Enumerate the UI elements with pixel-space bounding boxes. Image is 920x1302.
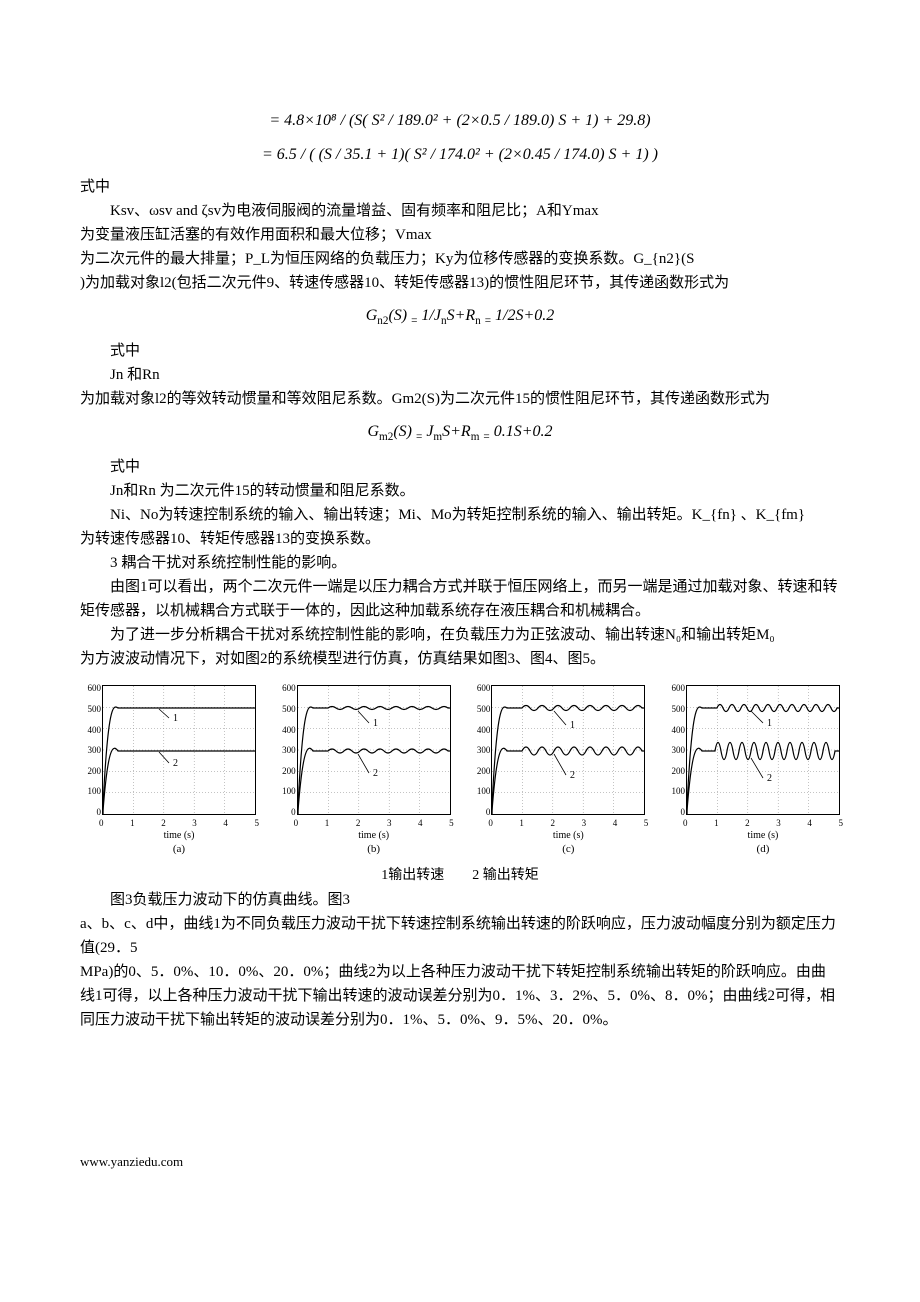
para-vmax1: 为变量液压缸活塞的有效作用面积和最大位移；Vmax bbox=[80, 223, 840, 247]
svg-text:2: 2 bbox=[173, 758, 178, 769]
svg-text:1: 1 bbox=[173, 713, 178, 724]
label-shizhong-2: 式中 bbox=[80, 339, 840, 363]
equation-1: = 4.8×10⁸ / (S( S² / 189.0² + (2×0.5 / 1… bbox=[80, 108, 840, 134]
svg-text:2: 2 bbox=[767, 773, 772, 784]
para-fig1: 由图1可以看出，两个二次元件一端是以压力耦合方式并联于恒压网络上，而另一端是通过… bbox=[80, 575, 840, 623]
svg-text:1: 1 bbox=[373, 718, 378, 729]
svg-text:1: 1 bbox=[767, 718, 772, 729]
para-sim1: 为了进一步分析耦合干扰对系统控制性能的影响，在负载压力为正弦波动、输出转速N₀和… bbox=[80, 623, 840, 647]
para-nino: Ni、No为转速控制系统的输入、输出转速；Mi、Mo为转矩控制系统的输入、输出转… bbox=[80, 503, 840, 527]
para-kfn: 为转速传感器10、转矩传感器13的变换系数。 bbox=[80, 527, 840, 551]
para-gn2desc: )为加载对象l2(包括二次元件9、转速传感器10、转矩传感器13)的惯性阻尼环节… bbox=[80, 271, 840, 295]
svg-text:2: 2 bbox=[373, 768, 378, 779]
para-ksv: Ksv、ωsv and ζsv为电液伺服阀的流量增益、固有频率和阻尼比；A和Ym… bbox=[80, 199, 840, 223]
para-jnrn2: Jn和Rn 为二次元件15的转动惯量和阻尼系数。 bbox=[80, 479, 840, 503]
label-shizhong-1: 式中 bbox=[80, 175, 840, 199]
para-jnrn: Jn 和Rn bbox=[80, 363, 840, 387]
para-sim2: 为方波波动情况下，对如图2的系统模型进行仿真，仿真结果如图3、图4、图5。 bbox=[80, 647, 840, 671]
para-result-1: a、b、c、d中，曲线1为不同负载压力波动干扰下转速控制系统输出转速的阶跃响应，… bbox=[80, 912, 840, 960]
heading-3: 3 耦合干扰对系统控制性能的影响。 bbox=[80, 551, 840, 575]
equation-gm2: Gm2(S) = JmS+Rm = 0.1S+0.2 bbox=[80, 419, 840, 447]
equation-gn2: Gn2(S) = 1/JnS+Rn = 1/2S+0.2 bbox=[80, 303, 840, 331]
equation-2: = 6.5 / ( (S / 35.1 + 1)( S² / 174.0² + … bbox=[80, 142, 840, 168]
chart-panel-c: 6005004003002001000012345time (s)(c)12 bbox=[469, 685, 645, 815]
svg-text:1: 1 bbox=[570, 720, 575, 731]
figure-3-charts: 6005004003002001000012345time (s)(a)1260… bbox=[80, 685, 840, 815]
svg-text:2: 2 bbox=[570, 770, 575, 781]
footer-url: www.yanziedu.com bbox=[80, 1152, 840, 1173]
para-gm2desc: 为加载对象l2的等效转动惯量和等效阻尼系数。Gm2(S)为二次元件15的惯性阻尼… bbox=[80, 387, 840, 411]
para-vmax2: 为二次元件的最大排量；P_L为恒压网络的负载压力；Ky为位移传感器的变换系数。G… bbox=[80, 247, 840, 271]
figure-3-legend: 1输出转速 2 输出转矩 bbox=[80, 865, 840, 887]
chart-panel-d: 6005004003002001000012345time (s)(d)12 bbox=[664, 685, 840, 815]
para-result-2: MPa)的0、5．0%、10．0%、20．0%；曲线2为以上各种压力波动干扰下转… bbox=[80, 960, 840, 1032]
figure-3-caption: 图3负载压力波动下的仿真曲线。图3 bbox=[80, 888, 840, 912]
chart-panel-a: 6005004003002001000012345time (s)(a)12 bbox=[80, 685, 256, 815]
chart-panel-b: 6005004003002001000012345time (s)(b)12 bbox=[275, 685, 451, 815]
label-shizhong-3: 式中 bbox=[80, 455, 840, 479]
